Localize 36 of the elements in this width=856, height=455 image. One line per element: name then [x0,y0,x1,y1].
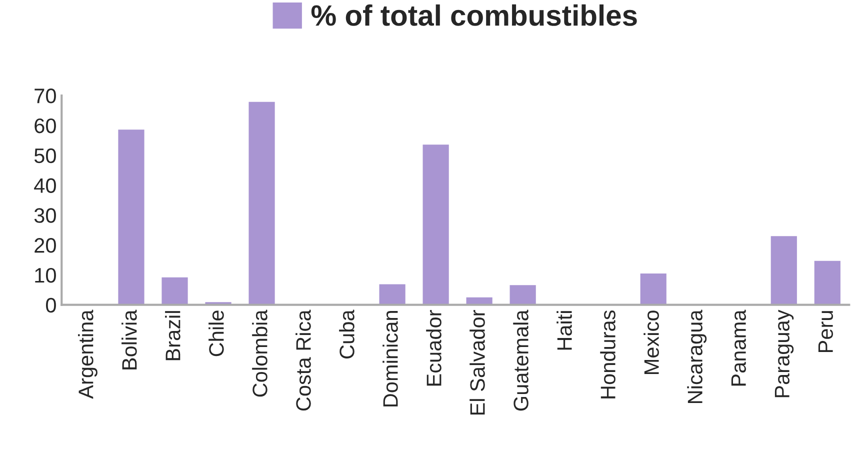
x-tick-label: Peru [818,311,833,352]
bar [510,285,536,305]
y-tick-label: 50 [34,148,56,164]
x-tick-label: Paraguay [774,310,794,398]
bar [379,284,406,305]
x-tick-label: Ecuador [426,310,442,386]
bar [814,260,840,305]
y-tick-label: 70 [34,88,56,104]
x-tick-label: Mexico [644,310,659,374]
x-tick-label: Panama [731,310,746,386]
bar [770,236,797,305]
x-tick-label: Haiti [556,311,572,350]
x-tick-label: Colombia [252,310,268,397]
x-tick-label: Nicaragua [687,310,707,403]
x-tick-label: Costa Rica [296,310,311,411]
bar [640,273,666,305]
x-tick-label: El Salvador [470,310,485,415]
x-tick-label: Guatemala [513,310,528,411]
y-tick-label: 30 [34,208,56,223]
bar [422,144,449,305]
bar [248,102,275,305]
y-tick-label: 10 [35,268,56,283]
bar [118,130,144,305]
y-tick-label: 40 [34,178,56,194]
x-tick-label: Dominican [382,311,398,406]
x-tick-label: Honduras [600,310,616,398]
y-tick-label: 0 [46,298,56,313]
x-tick-label: Chile [208,310,224,356]
legend-label: % of total combustibles [311,4,637,26]
x-tick-label: Bolivia [122,310,137,370]
y-tick-label: 60 [34,118,56,134]
x-tick-label: Cuba [339,310,354,358]
bar [162,277,188,305]
x-tick-label: Argentina [78,310,98,399]
x-tick-label: Brazil [165,311,180,360]
y-tick-label: 20 [34,238,56,253]
